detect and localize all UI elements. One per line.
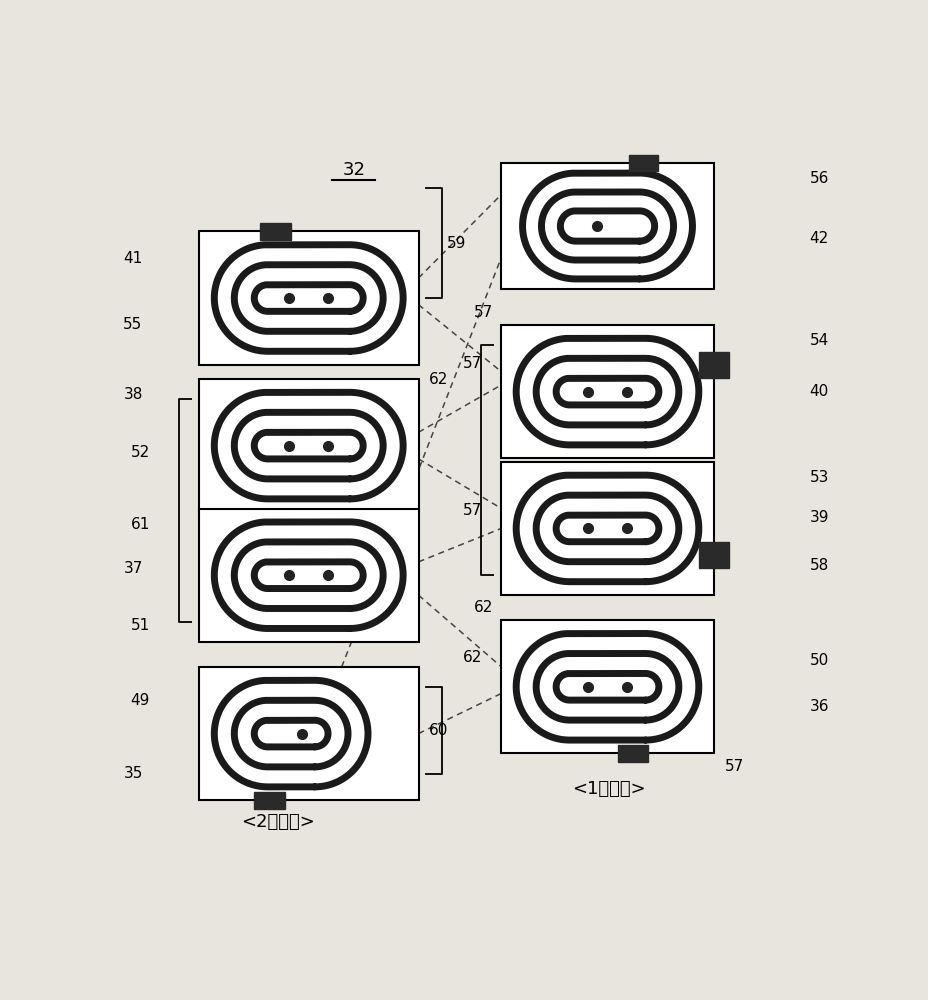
Text: 57: 57 [462,503,482,518]
Text: 37: 37 [123,561,143,576]
Text: 57: 57 [462,356,482,371]
Bar [698,542,728,568]
Text: 40: 40 [809,384,828,399]
Text: 58: 58 [809,558,828,573]
Text: 60: 60 [429,723,448,738]
Bar [501,462,713,595]
Bar [698,352,728,378]
Text: 56: 56 [808,171,828,186]
Bar [501,163,713,289]
Text: 61: 61 [130,517,149,532]
Text: 62: 62 [462,650,482,665]
Bar [260,223,290,240]
Text: 51: 51 [130,618,149,633]
Text: 38: 38 [123,387,143,402]
Text: <2次线圈>: <2次线圈> [241,813,315,831]
Text: 49: 49 [130,693,149,708]
Text: 59: 59 [447,236,466,251]
Bar [628,155,658,171]
Text: 53: 53 [808,470,828,485]
Text: 54: 54 [809,333,828,348]
Text: 57: 57 [724,759,743,774]
Text: <1次线圈>: <1次线圈> [572,780,646,798]
Text: 50: 50 [809,653,828,668]
Text: 39: 39 [808,510,828,525]
Text: 42: 42 [809,231,828,246]
Bar [501,325,713,458]
Text: 36: 36 [808,699,828,714]
Text: 55: 55 [123,317,142,332]
Text: 57: 57 [473,305,493,320]
Bar [501,620,713,753]
Text: 52: 52 [130,445,149,460]
Text: 41: 41 [123,251,142,266]
Bar [199,231,419,365]
Text: 62: 62 [473,600,493,615]
Bar [617,745,647,762]
Bar [199,379,419,512]
Text: 32: 32 [342,161,365,179]
Bar [199,667,419,800]
Bar [199,509,419,642]
Text: 35: 35 [123,766,143,781]
Text: 62: 62 [429,372,448,387]
Bar [253,792,284,809]
